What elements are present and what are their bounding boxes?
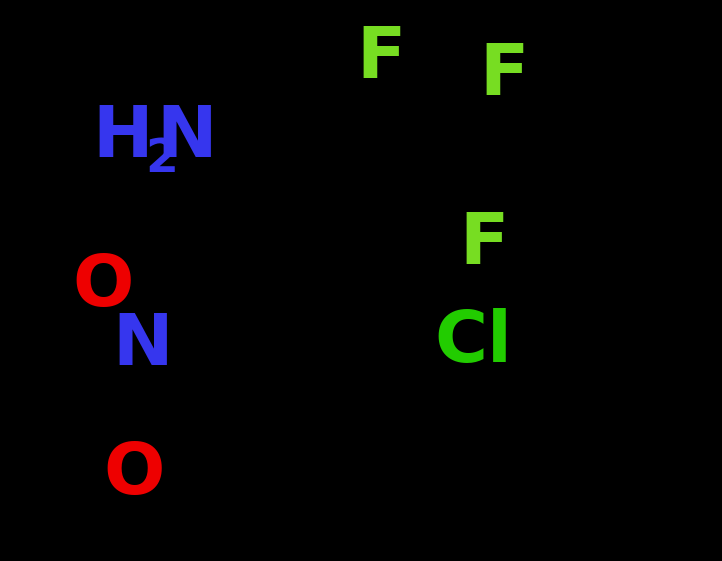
Text: H: H <box>92 103 153 172</box>
Text: Cl: Cl <box>434 308 512 376</box>
Text: F: F <box>356 25 405 93</box>
Text: O: O <box>103 440 165 508</box>
Text: N: N <box>112 311 173 379</box>
Text: F: F <box>479 42 529 110</box>
Text: F: F <box>460 210 509 278</box>
Text: 2: 2 <box>145 137 178 182</box>
Text: N: N <box>157 103 217 172</box>
Text: O: O <box>72 252 134 320</box>
